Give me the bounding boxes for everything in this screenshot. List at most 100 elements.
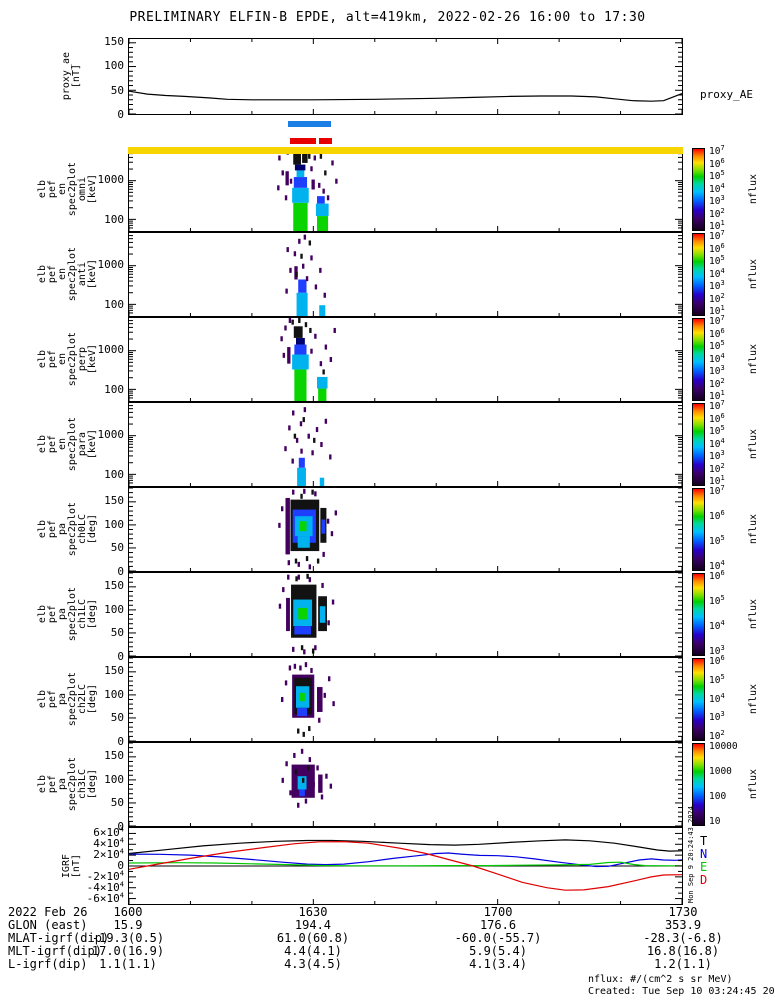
y-tick-label: 150: [104, 34, 124, 48]
colorbar-tick-label: 103: [709, 643, 725, 657]
colorbar-tick-label: 105: [709, 672, 725, 686]
spectrogram-panel-pa-ch3LC: [128, 742, 683, 827]
y-tick-label: -2×104: [86, 869, 124, 884]
y-tick-label: 50: [110, 796, 124, 810]
colorbar-title: nflux: [748, 402, 759, 487]
spectrogram-ylabel-en-para: elb pef en spec2plot para [keV]: [24, 402, 98, 487]
colorbar-title-text: nflux: [748, 684, 759, 715]
y-tick-label: 100: [104, 772, 124, 786]
info-row-value: 61.0(60.8): [276, 931, 350, 945]
spectrogram-ylabel-en-omni: elb pef en spec2plot omni [keV]: [24, 147, 98, 232]
spectrogram-ylabel-pa-ch2LC: elb pef pa spec2plot ch2LC [deg]: [24, 657, 98, 742]
spectrogram-ylabel-pa-ch3LC: elb pef pa spec2plot ch3LC [deg]: [24, 742, 98, 827]
y-tick-label: 100: [104, 468, 124, 482]
colorbar-title-text: nflux: [748, 174, 759, 205]
colorbar-title-text: nflux: [748, 259, 759, 290]
y-tick-label: 100: [104, 59, 124, 73]
spectrogram-ylabel-en-anti: elb pef en spec2plot anti [keV]: [24, 232, 98, 317]
colorbar-tick-label: 104: [709, 266, 725, 280]
igrf-legend-E: E: [700, 860, 708, 874]
spectrogram-panel-pa-ch2LC: [128, 657, 683, 742]
info-row-value: 1730: [668, 905, 698, 919]
colorbar-title-text: nflux: [748, 344, 759, 375]
activity-bar: [318, 138, 332, 144]
y-tick-label: 0: [117, 108, 124, 121]
colorbar-tick-label: 10000: [709, 741, 738, 752]
axis-label-word: [nT]: [71, 853, 82, 879]
colorbar-tick-label: 100: [709, 791, 727, 802]
colorbar-tick-label: 105: [709, 533, 725, 547]
colorbar-tick-label: 102: [709, 376, 725, 390]
footer-units: nflux: #/(cm^2 s sr MeV): [588, 974, 733, 985]
info-row-value: 4.4(4.1): [284, 944, 342, 958]
colorbar-tick-label: 101: [709, 473, 725, 487]
spectrogram-panel-pa-ch1LC: [128, 572, 683, 657]
colorbar-tick-label: 102: [709, 728, 725, 742]
colorbar-tick-label: 105: [709, 338, 725, 352]
info-row-value: 176.6: [479, 918, 517, 932]
colorbar-tick-label: 105: [709, 593, 725, 607]
proxy-ae-panel: [128, 38, 683, 115]
y-tick-label: 100: [104, 602, 124, 616]
info-row-header: GLON (east): [8, 918, 88, 932]
y-tick-label: 0: [117, 565, 124, 578]
colorbar-tick-label: 101: [709, 388, 725, 402]
colorbar-title: nflux: [748, 317, 759, 402]
colorbar-tick-label: 104: [709, 558, 725, 572]
y-tick-label: 0: [117, 820, 124, 833]
spectrogram-en-para: [129, 405, 682, 486]
colorbar-tick-label: 103: [709, 448, 725, 462]
y-tick-label: 150: [104, 749, 124, 763]
axis-label-word: [nT]: [71, 64, 82, 89]
y-tick-label: 2×104: [93, 847, 124, 861]
colorbar-pa-ch0LC: [692, 488, 705, 571]
colorbar-tick-label: 105: [709, 253, 725, 267]
spectrogram-pa-ch1LC: [129, 573, 682, 656]
spectrogram-panel-en-perp: [128, 317, 683, 402]
colorbar-tick-label: 104: [709, 691, 725, 705]
igrf-ylabel: IGRF [nT]: [46, 827, 82, 905]
igrf-legend-D: D: [700, 873, 708, 887]
y-tick-label: 50: [110, 83, 124, 97]
colorbar-tick-label: 107: [709, 228, 725, 242]
info-row-value: 5.9(5.4): [469, 944, 527, 958]
colorbar-title: nflux: [748, 742, 759, 827]
proxy-ae-plot: [129, 39, 682, 114]
colorbar-title-text: nflux: [748, 769, 759, 800]
y-tick-label: 100: [104, 213, 124, 227]
axis-label-word: [keV]: [87, 259, 98, 290]
info-row-value: 1630: [298, 905, 328, 919]
axis-label-word: [deg]: [87, 599, 98, 630]
y-tick-label: 100: [104, 687, 124, 701]
info-row-header: MLT-igrf(dip): [8, 944, 102, 958]
y-tick-label: 4×104: [93, 836, 124, 850]
axis-label-word: [deg]: [87, 769, 98, 800]
axis-label-word: [deg]: [87, 514, 98, 545]
colorbar-tick-label: 101: [709, 303, 725, 317]
colorbar-title-text: nflux: [748, 599, 759, 630]
colorbar-tick-label: 102: [709, 206, 725, 220]
colorbar-pa-ch2LC: [692, 658, 705, 741]
spectrogram-ylabel-pa-ch0LC: elb pef pa spec2plot ch0LC [deg]: [24, 487, 98, 572]
info-row-value: 194.4: [294, 918, 332, 932]
colorbar-tick-label: 107: [709, 483, 725, 497]
proxy-ae-right-label: proxy_AE: [700, 88, 753, 101]
axis-label-word: [keV]: [87, 344, 98, 375]
info-row-value: 4.1(3.4): [469, 957, 527, 971]
colorbar-tick-label: 107: [709, 313, 725, 327]
igrf-panel: [128, 827, 683, 905]
info-row-value: -28.3(-6.8): [643, 931, 723, 945]
y-tick-label: -6×104: [86, 891, 124, 906]
colorbar-title: nflux: [748, 487, 759, 572]
info-row-header: 2022 Feb 26: [8, 905, 88, 919]
colorbar-title-text: nflux: [748, 429, 759, 460]
colorbar-en-omni: [692, 148, 705, 231]
colorbar-tick-label: 104: [709, 181, 725, 195]
spectrogram-panel-en-omni: [128, 147, 683, 232]
axis-label-word: [keV]: [87, 429, 98, 460]
y-tick-label: 6×104: [93, 824, 124, 839]
info-row-value: 17.0(16.9): [91, 944, 165, 958]
colorbar-title: nflux: [748, 572, 759, 657]
y-tick-label: 1000: [97, 428, 125, 442]
